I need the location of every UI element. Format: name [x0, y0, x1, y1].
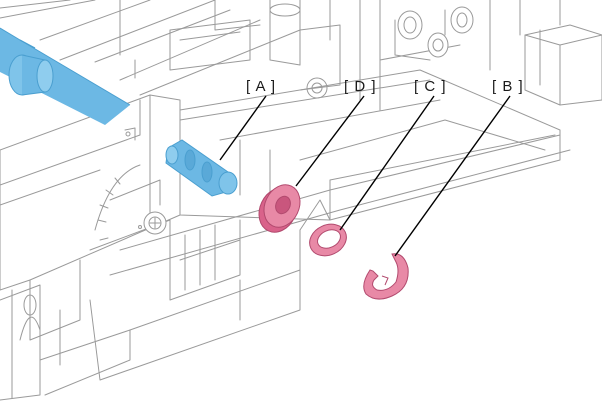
part-b-e-ring	[363, 253, 409, 300]
leader-d	[295, 95, 365, 187]
label-a: [ A ]	[246, 78, 276, 95]
blue-shaft	[0, 27, 131, 125]
leader-b	[394, 95, 511, 257]
part-c-thin-washer	[309, 223, 347, 257]
callout-labels: [ A ] [ D ] [ C ] [ B ]	[246, 78, 524, 95]
part-a-stepped-pin	[165, 139, 238, 197]
leader-lines	[219, 95, 511, 257]
leader-c	[339, 95, 435, 231]
leader-a	[219, 95, 267, 161]
label-d: [ D ]	[344, 78, 377, 95]
label-c: [ C ]	[414, 78, 447, 95]
part-d-thick-washer	[258, 184, 301, 233]
label-b: [ B ]	[492, 78, 524, 95]
